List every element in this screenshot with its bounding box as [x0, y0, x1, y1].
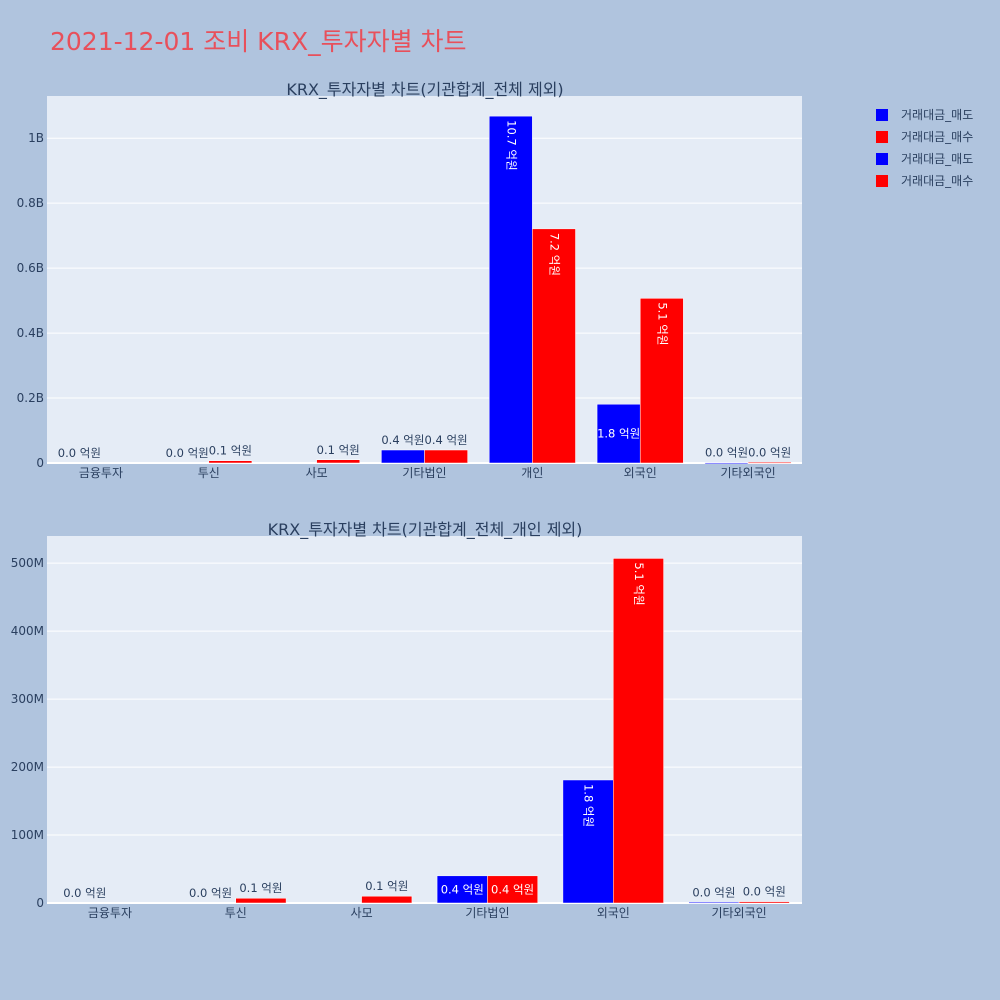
x-tick-label: 사모: [351, 906, 373, 920]
data-label: 0.0 억원: [189, 886, 232, 900]
data-label: 0.0 억원: [58, 446, 101, 460]
data-label: 0.0 억원: [63, 886, 106, 900]
y-tick-label: 400M: [11, 624, 44, 638]
bar: [487, 875, 538, 904]
bar: [562, 779, 614, 904]
x-tick-label: 투신: [225, 906, 247, 920]
data-label: 0.1 억원: [317, 443, 360, 457]
x-tick-label: 외국인: [624, 466, 657, 480]
bar: [704, 462, 749, 464]
data-label: 5.1 억원: [655, 302, 669, 345]
data-label: 5.1 억원: [632, 562, 646, 605]
data-label: 0.0 억원: [166, 446, 209, 460]
bar: [747, 462, 792, 464]
y-tick-label: 0: [36, 456, 44, 470]
data-label: 0.1 억원: [365, 879, 408, 893]
data-label: 0.1 억원: [239, 881, 282, 895]
x-tick-label: 금융투자: [88, 906, 132, 920]
legend-label: 거래대금_매도: [901, 108, 973, 122]
bar: [613, 558, 664, 904]
data-label: 0.4 억원: [425, 433, 468, 447]
legend-label: 거래대금_매수: [901, 130, 973, 144]
legend-item[interactable]: 거래대금_매도: [876, 108, 973, 122]
page-title: 2021-12-01 조비 KRX_투자자별 차트: [50, 27, 467, 56]
bar: [688, 902, 740, 904]
chart-title: KRX_투자자별 차트(기관합계_전체_개인 제외): [268, 520, 583, 540]
legend-label: 거래대금_매도: [901, 152, 973, 166]
plot-area: [47, 96, 802, 463]
bar: [235, 897, 287, 904]
y-tick-label: 0.8B: [17, 196, 44, 210]
y-tick-label: 300M: [11, 692, 44, 706]
chart-1: 0 0.2B 0.4B 0.6B 0.8B 1B 금융투자 투신 사모 기타법인 개인 외국인 기타외국…: [17, 80, 802, 480]
legend-item[interactable]: 거래대금_매도: [876, 152, 973, 166]
y-tick-label: 500M: [11, 556, 44, 570]
bar: [532, 228, 576, 464]
legend-swatch: [876, 109, 888, 121]
x-tick-label: 사모: [306, 466, 328, 480]
data-label: 0.4 억원: [381, 433, 424, 447]
y-tick-label: 0.6B: [17, 261, 44, 275]
data-label: 0.1 억원: [209, 444, 252, 458]
legend-swatch: [876, 153, 888, 165]
x-tick-label: 기타법인: [402, 466, 446, 480]
plot-area: [47, 536, 802, 903]
legend-swatch: [876, 175, 888, 187]
y-tick-label: 0.4B: [17, 326, 44, 340]
legend-item[interactable]: 거래대금_매수: [876, 174, 973, 188]
y-tick-label: 0.2B: [17, 391, 44, 405]
chart-title: KRX_투자자별 차트(기관합계_전체 제외): [286, 80, 563, 100]
x-tick-label: 개인: [521, 466, 543, 480]
y-tick-label: 1B: [28, 131, 44, 145]
x-tick-label: 외국인: [597, 906, 630, 920]
x-tick-label: 기타법인: [465, 906, 509, 920]
data-label: 0.0 억원: [748, 445, 791, 459]
bar: [596, 403, 641, 464]
legend-swatch: [876, 131, 888, 143]
data-label: 7.2 억원: [547, 233, 561, 276]
bar: [738, 901, 790, 904]
bar: [424, 449, 468, 464]
x-tick-label: 금융투자: [79, 466, 123, 480]
bar: [436, 875, 488, 904]
legend-label: 거래대금_매수: [901, 174, 973, 188]
data-label: 0.4 억원: [491, 882, 534, 896]
data-label: 0.0 억원: [743, 885, 786, 899]
x-tick-label: 투신: [198, 466, 220, 480]
bar: [381, 449, 425, 464]
bar: [208, 460, 253, 464]
x-tick-label: 기타외국인: [720, 466, 775, 480]
x-tick-label: 기타외국인: [711, 906, 766, 920]
data-label: 10.7 억원: [504, 120, 518, 170]
data-label: 1.8 억원: [597, 427, 640, 441]
data-label: 0.4 억원: [441, 882, 484, 896]
data-label: 0.0 억원: [692, 885, 735, 899]
data-label: 0.0 억원: [705, 446, 748, 460]
bar: [361, 895, 413, 904]
y-tick-label: 0: [36, 896, 44, 910]
legend-item[interactable]: 거래대금_매수: [876, 130, 973, 144]
data-label: 1.8 억원: [582, 784, 596, 827]
y-tick-label: 100M: [11, 828, 44, 842]
bar: [316, 459, 361, 464]
bar: [639, 298, 684, 464]
y-tick-label: 200M: [11, 760, 44, 774]
chart-2: 0 100M 200M 300M 400M 500M 금융투자 투신 사모 기타법인 외국인 기타외국…: [11, 520, 802, 920]
